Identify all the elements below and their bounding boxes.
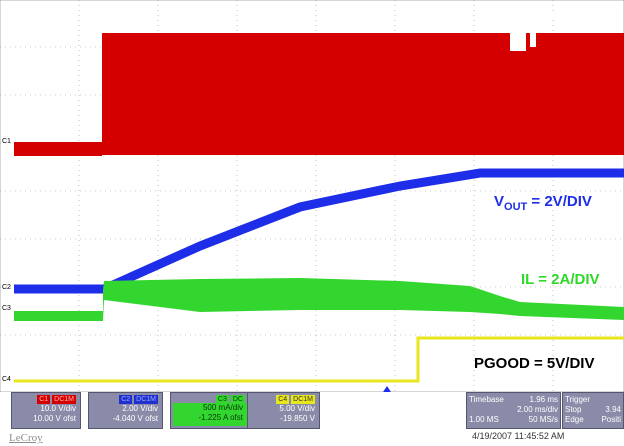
ch2-scale: 2.00 V/div xyxy=(122,404,158,413)
ch3-values: 500 mA/div -1.225 A ofst xyxy=(173,403,247,426)
timebase-per-div: 2.00 ms/div xyxy=(517,405,558,414)
ch3-scale: 500 mA/div xyxy=(202,403,243,412)
pgood-label: PGOOD = 5V/DIV xyxy=(474,355,595,372)
ch3-id: C3 xyxy=(215,395,229,404)
ch1-settings[interactable]: C1 DC1M 10.0 V/div 10.00 V ofst xyxy=(11,392,81,429)
ch2-settings[interactable]: C2 DC1M 2.00 V/div -4.040 V ofst xyxy=(88,392,163,429)
ch4-marker: C4 xyxy=(2,376,11,383)
ch1-scale: 10.0 V/div xyxy=(40,404,76,413)
il-label: IL = 2A/DIV xyxy=(521,271,600,288)
ch1-id: C1 xyxy=(37,395,51,404)
ch4-coupling: DC1M xyxy=(291,395,315,404)
timestamp: 4/19/2007 11:45:52 AM xyxy=(472,431,565,441)
lx-trace xyxy=(14,33,624,156)
timebase-label: Timebase xyxy=(469,395,504,404)
timebase-settings[interactable]: Timebase 1.96 ms 2.00 ms/div 1.00 MS 50 MS… xyxy=(466,392,561,429)
trigger-type: Edge xyxy=(565,415,584,424)
ch3-settings[interactable]: C3 DC 500 mA/div -1.225 A ofst xyxy=(170,392,250,429)
lx-label: LX = 10V/DIV xyxy=(479,11,572,28)
ch3-offset: -1.225 A ofst xyxy=(198,413,243,422)
ch4-offset: -19.850 V xyxy=(280,414,315,423)
ch4-scale: 5.00 V/div xyxy=(279,404,315,413)
vout-label-main: V xyxy=(494,193,505,210)
ch1-offset: 10.00 V ofst xyxy=(33,414,76,423)
brand-logo: LeCroy xyxy=(9,432,43,444)
ch4-settings[interactable]: C4 DC1M 5.00 V/div -19.850 V xyxy=(247,392,320,429)
ch3-coupling: DC xyxy=(230,395,245,404)
vout-label-rest: = 2V/DIV xyxy=(527,193,592,210)
il-trace xyxy=(14,278,624,321)
waveform-plot xyxy=(0,0,624,392)
sample-rate: 50 MS/s xyxy=(528,415,558,424)
ch2-offset: -4.040 V ofst xyxy=(112,414,158,423)
vout-label: VOUT = 2V/DIV xyxy=(494,193,592,213)
trigger-label: Trigger xyxy=(565,395,591,404)
ch4-id: C4 xyxy=(276,395,290,404)
vout-label-sub: OUT xyxy=(504,201,528,213)
trigger-settings[interactable]: Trigger Stop 3.94 Edge Positi xyxy=(562,392,624,429)
ch2-id: C2 xyxy=(119,395,133,404)
trigger-position-marker xyxy=(383,386,391,392)
ch3-marker: C3 xyxy=(2,305,11,312)
trigger-mode: Stop xyxy=(565,405,582,414)
status-bar: C1 DC1M 10.0 V/div 10.00 V ofst C2 DC1M 2.… xyxy=(0,392,624,446)
ch2-marker: C2 xyxy=(2,284,11,291)
sample-count: 1.00 MS xyxy=(469,415,499,424)
ch1-coupling: DC1M xyxy=(52,395,76,404)
ch2-coupling: DC1M xyxy=(134,395,158,404)
ch1-marker: C1 xyxy=(2,138,11,145)
trigger-slope: Positi xyxy=(601,415,621,424)
timebase-value: 1.96 ms xyxy=(529,395,558,404)
pgood-trace xyxy=(14,336,624,383)
trigger-level: 3.94 xyxy=(605,405,621,414)
